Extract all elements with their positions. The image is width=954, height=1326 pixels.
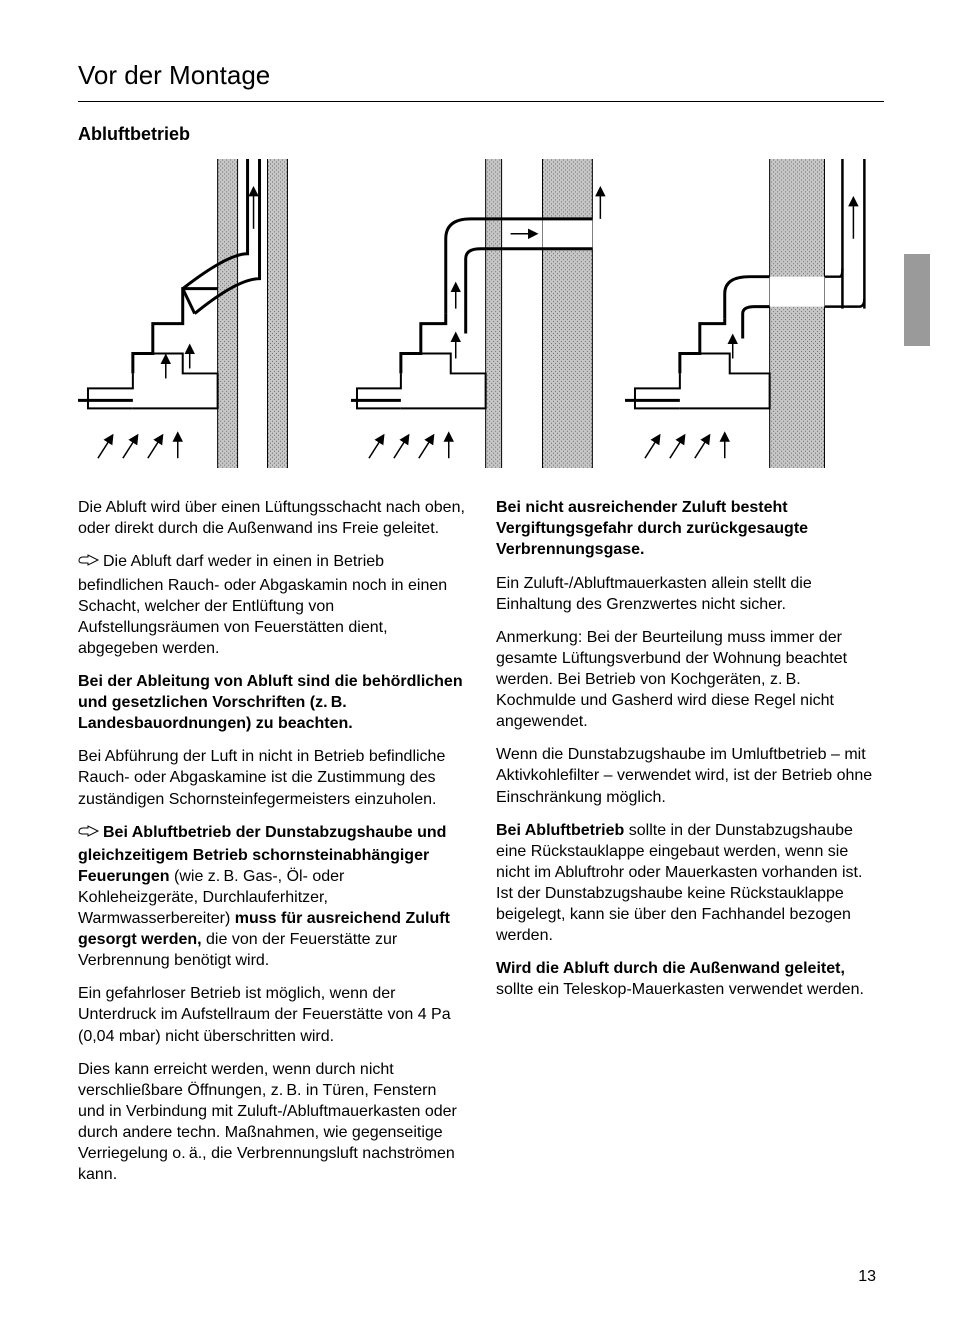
para: Ein Zuluft-/Abluftmauerkasten allein ste…: [496, 573, 884, 615]
diagram-exhaust-wall: [351, 159, 610, 473]
left-column: Die Abluft wird über einen Lüftungsschac…: [78, 497, 466, 1197]
text: Ist der Dunstabzugshaube keine Rückstauk…: [496, 885, 851, 944]
page-title: Vor der Montage: [78, 60, 884, 102]
diagram-row: [78, 159, 884, 473]
para: Bei Abluftbetrieb der Dunstabzugs­haube …: [78, 822, 466, 972]
text: Die Abluft darf weder in einen in Betrie…: [78, 553, 447, 656]
diagram-exhaust-shaft: [78, 159, 337, 473]
pointer-icon: [78, 824, 100, 845]
para: Bei Abführung der Luft in nicht in Betri…: [78, 746, 466, 809]
para: Dies kann erreicht werden, wenn durch ni…: [78, 1059, 466, 1186]
page-number: 13: [858, 1268, 876, 1286]
section-title: Abluftbetrieb: [78, 124, 884, 145]
para: Anmerkung: Bei der Beurteilung muss imme…: [496, 627, 884, 733]
para-bold: Bei der Ableitung von Abluft sind die be…: [78, 671, 466, 734]
text: sollte ein Teleskop-Mauerkasten verwende…: [496, 981, 864, 998]
para: Die Abluft darf weder in einen in Betrie…: [78, 551, 466, 659]
para: Die Abluft wird über einen Lüftungsschac…: [78, 497, 466, 539]
text-columns: Die Abluft wird über einen Lüftungsschac…: [78, 497, 884, 1197]
right-column: Bei nicht ausreichender Zuluft besteht V…: [496, 497, 884, 1197]
edge-tab: [904, 254, 930, 346]
para: Ein gefahrloser Betrieb ist möglich, wen…: [78, 983, 466, 1046]
text-bold: Bei Abluftbetrieb: [496, 822, 624, 839]
diagram-exhaust-chimney: [625, 159, 884, 473]
para: Wenn die Dunstabzugshaube im Umluftbe­tr…: [496, 744, 884, 807]
para-bold: Bei nicht ausreichender Zuluft besteht V…: [496, 497, 884, 560]
para: Wird die Abluft durch die Außenwand gele…: [496, 958, 884, 1000]
text-bold: Wird die Abluft durch die Außenwand gele…: [496, 960, 845, 977]
para: Bei Abluftbetrieb sollte in der Dunstab­…: [496, 820, 884, 947]
pointer-icon: [78, 553, 100, 574]
